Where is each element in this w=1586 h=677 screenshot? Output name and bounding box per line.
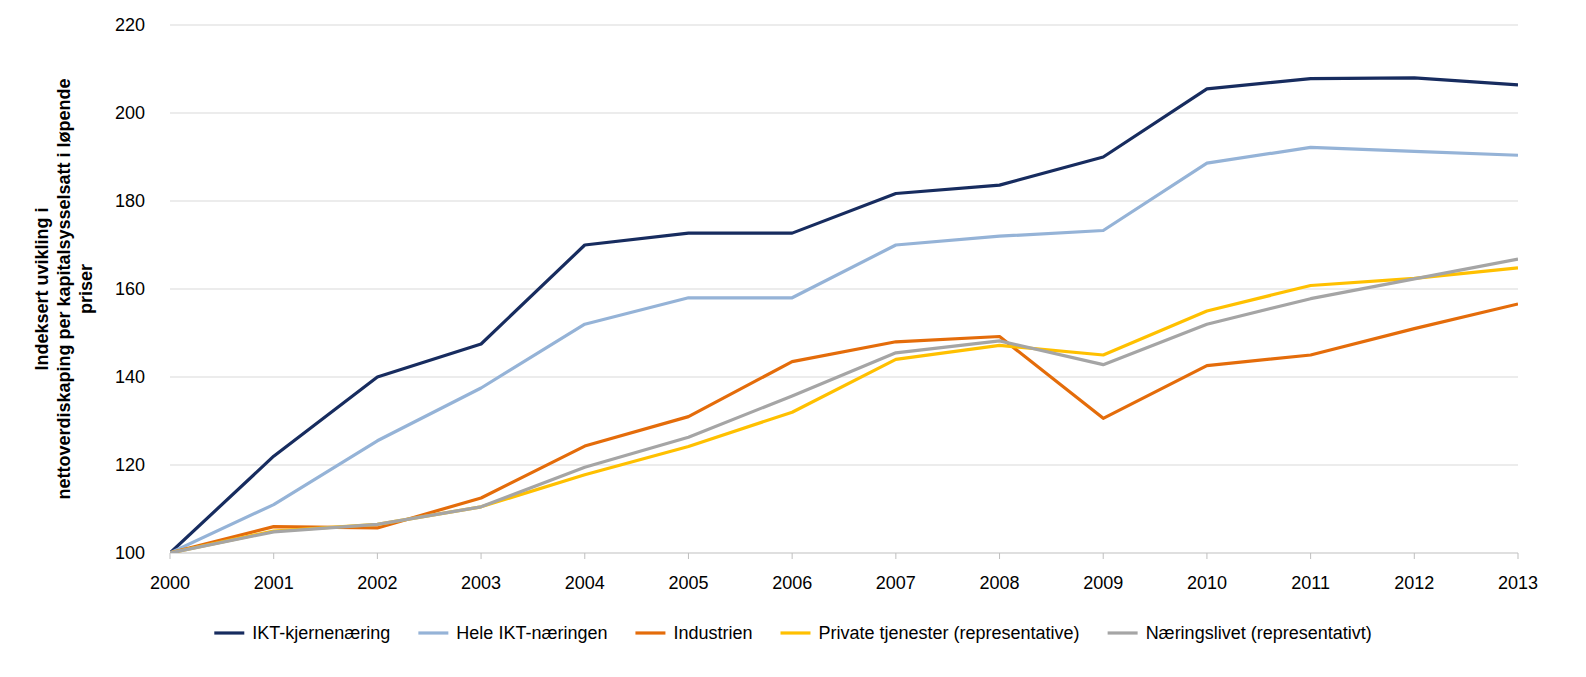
legend-label: Næringslivet (representativt) <box>1146 623 1372 643</box>
x-tick <box>377 553 378 559</box>
series-line <box>170 304 1518 553</box>
x-tick <box>481 553 482 559</box>
y-tick-label: 220 <box>115 15 145 35</box>
grid-line <box>170 25 1518 26</box>
x-tick-label: 2008 <box>980 573 1020 593</box>
x-tick <box>792 553 793 559</box>
x-tick-label: 2007 <box>876 573 916 593</box>
x-tick <box>999 553 1000 559</box>
legend-swatch <box>781 631 811 634</box>
x-tick-label: 2000 <box>150 573 190 593</box>
series-line <box>170 147 1518 553</box>
legend-swatch <box>418 631 448 634</box>
x-tick-label: 2011 <box>1291 573 1330 593</box>
x-tick <box>584 553 585 559</box>
x-tick-label: 2006 <box>772 573 812 593</box>
grid-line <box>170 289 1518 290</box>
x-tick-label: 2003 <box>461 573 501 593</box>
legend-label: Industrien <box>673 623 752 643</box>
x-tick <box>1414 553 1415 559</box>
x-tick-label: 2002 <box>357 573 397 593</box>
y-axis-label-line: Indeksert uvikling i <box>32 207 52 370</box>
x-tick <box>273 553 274 559</box>
chart: 100 120 140 160 180 200 220 2000 2001 2002 2003 200… <box>0 0 1586 677</box>
y-tick-label: 180 <box>115 191 145 211</box>
x-tick <box>688 553 689 559</box>
x-tick <box>895 553 896 559</box>
x-tick <box>170 553 171 559</box>
legend-label: Private tjenester (representative) <box>819 623 1080 643</box>
x-tick <box>1206 553 1207 559</box>
x-axis-line <box>170 552 1518 553</box>
grid-line <box>170 377 1518 378</box>
series-line <box>170 268 1518 553</box>
x-tick-label: 2004 <box>565 573 605 593</box>
legend-swatch <box>214 631 244 634</box>
y-tick-label: 200 <box>115 103 145 123</box>
y-axis-label-line: nettoverdiskaping per kapitalsysselsatt … <box>54 78 74 499</box>
x-tick <box>1518 553 1519 559</box>
x-tick <box>1310 553 1311 559</box>
x-tick-label: 2013 <box>1498 573 1538 593</box>
y-tick-label: 100 <box>115 543 145 563</box>
y-tick-label: 160 <box>115 279 145 299</box>
y-axis-label: Indeksert uvikling inettoverdiskaping pe… <box>32 78 96 499</box>
legend-label: IKT-kjernenæring <box>252 623 390 643</box>
legend: IKT-kjernenæring Hele IKT-næringen Industr… <box>214 623 1371 643</box>
legend-swatch <box>635 631 665 634</box>
legend-swatch <box>1108 631 1138 634</box>
grid-line <box>170 113 1518 114</box>
series-line <box>170 78 1518 553</box>
y-tick-label: 140 <box>115 367 145 387</box>
grid-line <box>170 465 1518 466</box>
x-tick-label: 2009 <box>1083 573 1123 593</box>
series-line <box>170 259 1518 553</box>
x-tick <box>1103 553 1104 559</box>
x-tick-label: 2010 <box>1187 573 1227 593</box>
grid-line <box>170 201 1518 202</box>
y-tick-label: 120 <box>115 455 145 475</box>
legend-label: Hele IKT-næringen <box>456 623 607 643</box>
x-tick-label: 2005 <box>668 573 708 593</box>
x-tick-label: 2012 <box>1394 573 1434 593</box>
x-tick-label: 2001 <box>254 573 294 593</box>
y-axis-label-line: priser <box>76 264 96 314</box>
plot-lines <box>170 78 1518 553</box>
